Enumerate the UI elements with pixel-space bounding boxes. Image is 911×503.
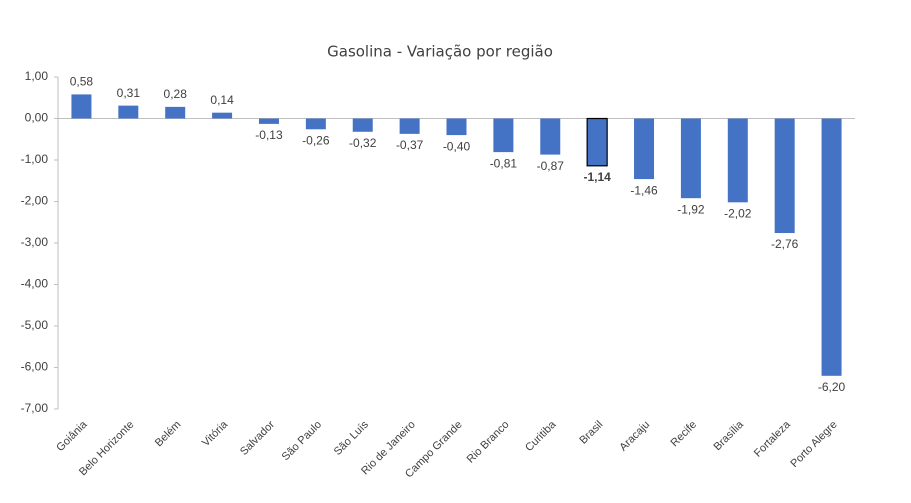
bar [212, 112, 233, 119]
bar [165, 106, 186, 119]
value-label: -0,40 [443, 139, 471, 153]
y-tick-label: -1,00 [21, 152, 49, 166]
bar [821, 118, 842, 376]
value-label: -0,87 [537, 159, 565, 173]
bar [258, 118, 279, 124]
bar [399, 118, 420, 134]
value-label: -2,76 [771, 237, 799, 251]
value-label: -0,13 [255, 128, 283, 142]
value-label: 0,14 [210, 93, 234, 107]
y-tick-label: -3,00 [21, 235, 49, 249]
value-label: 0,28 [164, 87, 188, 101]
y-tick-label: -5,00 [21, 318, 49, 332]
bar [446, 118, 467, 136]
y-tick-label: -2,00 [21, 194, 49, 208]
bar [774, 118, 795, 234]
y-tick-label: -4,00 [21, 277, 49, 291]
y-tick-label: 0,00 [25, 111, 49, 125]
value-label: -0,81 [490, 156, 518, 170]
value-label: -1,92 [677, 202, 705, 216]
bar [634, 118, 655, 180]
bar [493, 118, 514, 153]
y-tick-label: 1,00 [25, 69, 49, 83]
chart-title: Gasolina - Variação por região [327, 43, 553, 61]
value-label: -1,46 [630, 183, 658, 197]
bar [727, 118, 748, 203]
bar [71, 94, 92, 119]
value-label: -0,32 [349, 136, 377, 150]
y-tick-label: -7,00 [21, 401, 49, 415]
value-label: -0,37 [396, 138, 424, 152]
bar [680, 118, 701, 199]
value-label: -1,14 [583, 170, 611, 184]
bar [540, 118, 561, 155]
value-label: 0,31 [117, 86, 141, 100]
bar [305, 118, 326, 130]
value-label: -6,20 [818, 380, 846, 394]
bar [352, 118, 373, 132]
value-label: 0,58 [70, 75, 94, 89]
value-label: -2,02 [724, 207, 752, 221]
y-tick-label: -6,00 [21, 360, 49, 374]
bar [586, 117, 608, 167]
bar [118, 105, 139, 119]
value-label: -0,26 [302, 133, 330, 147]
